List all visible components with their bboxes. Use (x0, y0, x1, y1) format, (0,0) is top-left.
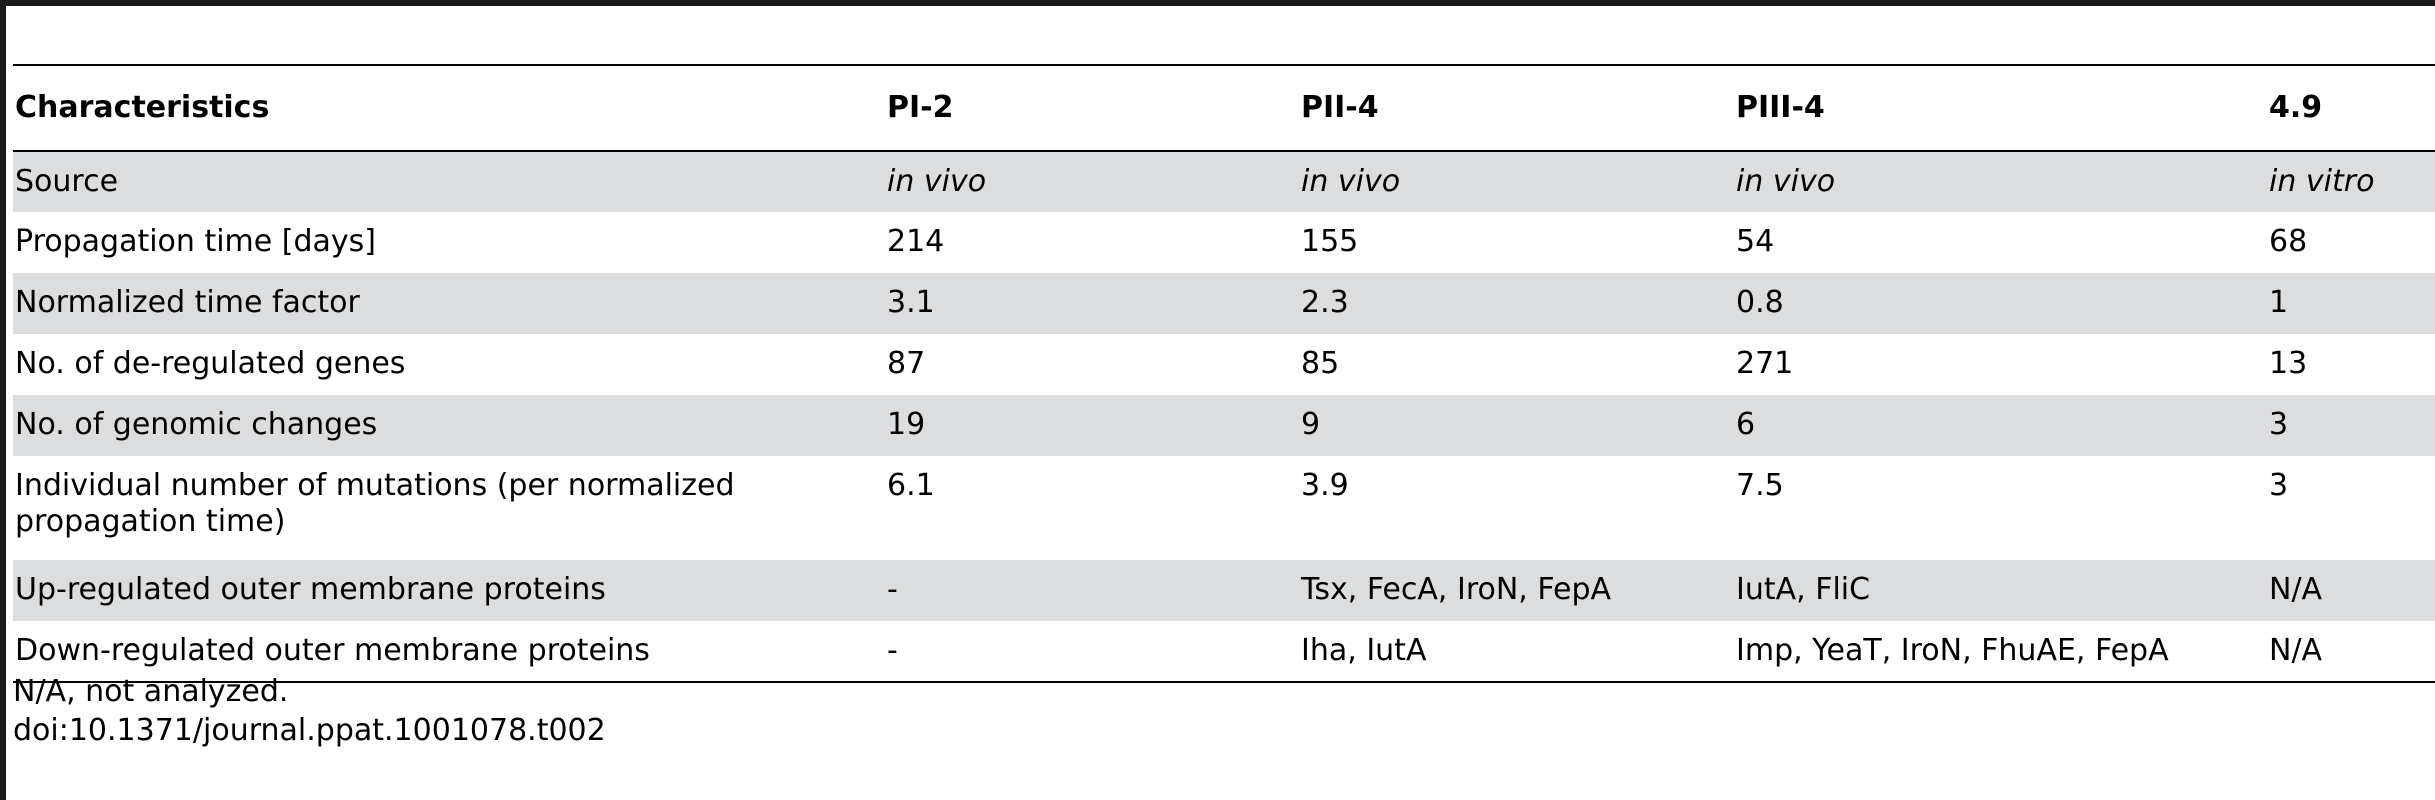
value-cell: 6.1 (887, 468, 935, 503)
value-cell: in vivo (1301, 164, 1401, 199)
table-row: Individual number of mutations (per norm… (13, 456, 2435, 560)
footnote-na: N/A, not analyzed. (13, 674, 289, 709)
value-cell: Iha, IutA (1301, 633, 1427, 668)
value-cell: 3 (2269, 468, 2289, 503)
row-label-cell: Propagation time [days] (15, 224, 376, 259)
value-cell: 3 (2269, 407, 2289, 442)
row-label-cell: No. of de-regulated genes (15, 346, 406, 381)
table-row: No. of genomic changes 19 9 6 3 (13, 395, 2435, 456)
row-label-cell: Up-regulated outer membrane proteins (15, 572, 606, 607)
row-label-cell: Down-regulated outer membrane proteins (15, 633, 650, 668)
value-cell: 271 (1736, 346, 1794, 381)
top-border-rule (0, 0, 2435, 6)
table-row: Propagation time [days] 214 155 54 68 (13, 212, 2435, 273)
value-cell: 0.8 (1736, 285, 1784, 320)
value-cell: in vivo (887, 164, 987, 199)
value-cell: 3.9 (1301, 468, 1349, 503)
value-cell: 54 (1736, 224, 1775, 259)
value-cell: 19 (887, 407, 926, 442)
table-body: Source in vivo in vivo in vivo in vitro Propa… (13, 151, 2435, 682)
footnote-doi: doi:10.1371/journal.ppat.1001078.t002 (13, 713, 606, 748)
characteristics-table: Characteristics PI-2 PII-4 PIII-4 4.9 So… (13, 64, 2435, 683)
value-cell: 6 (1736, 407, 1756, 442)
value-cell: in vitro (2269, 164, 2375, 199)
value-cell: 85 (1301, 346, 1340, 381)
table-row: Source in vivo in vivo in vivo in vitro (13, 151, 2435, 212)
row-label-cell: Source (15, 164, 119, 199)
value-cell: 3.1 (887, 285, 935, 320)
row-label-cell: No. of genomic changes (15, 407, 378, 442)
value-cell: - (887, 572, 898, 607)
header-pii-4: PII-4 (1301, 90, 1379, 125)
value-cell: 68 (2269, 224, 2308, 259)
value-cell: Tsx, FecA, IroN, FepA (1301, 572, 1612, 607)
header-pi-2: PI-2 (887, 90, 954, 125)
value-cell: N/A (2269, 633, 2323, 668)
table-container: Characteristics PI-2 PII-4 PIII-4 4.9 So… (13, 64, 2435, 683)
table-row: Down-regulated outer membrane proteins - I… (13, 621, 2435, 682)
row-label-cell: Normalized time factor (15, 285, 360, 320)
value-cell: N/A (2269, 572, 2323, 607)
value-cell: in vivo (1736, 164, 1836, 199)
left-border-rule (0, 0, 6, 800)
table-row: Up-regulated outer membrane proteins - Tsx… (13, 560, 2435, 621)
value-cell: 9 (1301, 407, 1321, 442)
header-4-9: 4.9 (2269, 90, 2323, 125)
value-cell: Imp, YeaT, IroN, FhuAE, FepA (1736, 633, 2169, 668)
value-cell: 87 (887, 346, 926, 381)
value-cell: 7.5 (1736, 468, 1784, 503)
value-cell: 2.3 (1301, 285, 1349, 320)
value-cell: 155 (1301, 224, 1359, 259)
table-row: Normalized time factor 3.1 2.3 0.8 1 (13, 273, 2435, 334)
value-cell: - (887, 633, 898, 668)
header-characteristics: Characteristics (15, 90, 270, 125)
header-piii-4: PIII-4 (1736, 90, 1825, 125)
value-cell: 214 (887, 224, 945, 259)
table-row: No. of de-regulated genes 87 85 271 13 (13, 334, 2435, 395)
value-cell: 13 (2269, 346, 2308, 381)
row-label-cell: Individual number of mutations (per norm… (15, 468, 735, 539)
table-header-row: Characteristics PI-2 PII-4 PIII-4 4.9 (13, 65, 2435, 151)
value-cell: IutA, FliC (1736, 572, 1871, 607)
value-cell: 1 (2269, 285, 2289, 320)
